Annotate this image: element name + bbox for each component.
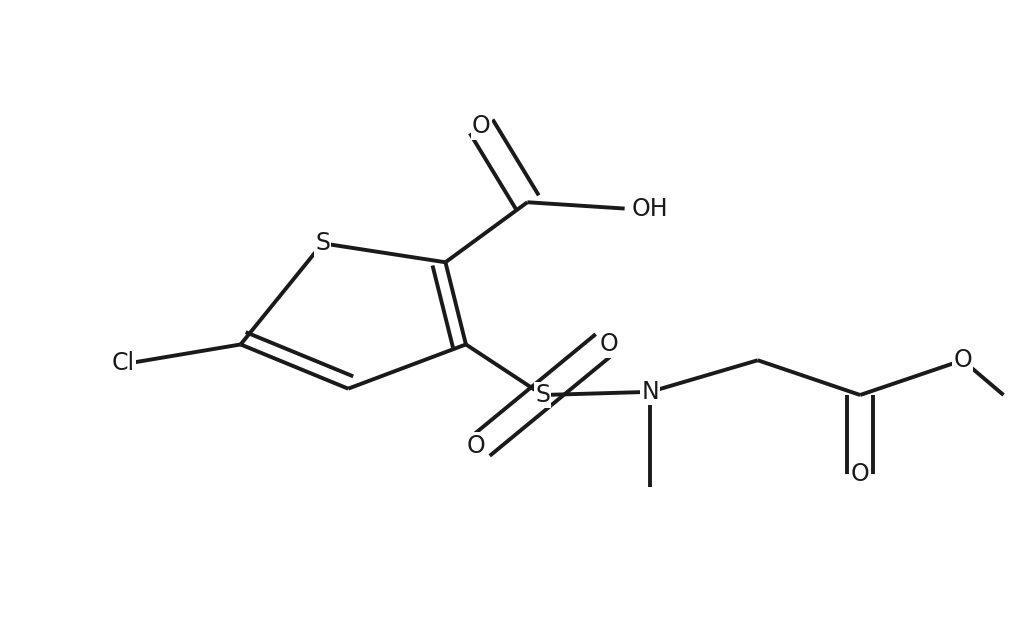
Text: OH: OH xyxy=(632,197,669,221)
Text: S: S xyxy=(536,383,550,407)
Text: O: O xyxy=(851,462,869,486)
Text: Cl: Cl xyxy=(112,351,134,375)
Text: N: N xyxy=(641,380,659,404)
Text: O: O xyxy=(467,434,485,458)
Text: O: O xyxy=(953,348,972,372)
Text: S: S xyxy=(315,231,330,255)
Text: O: O xyxy=(600,332,618,356)
Text: O: O xyxy=(472,114,490,138)
